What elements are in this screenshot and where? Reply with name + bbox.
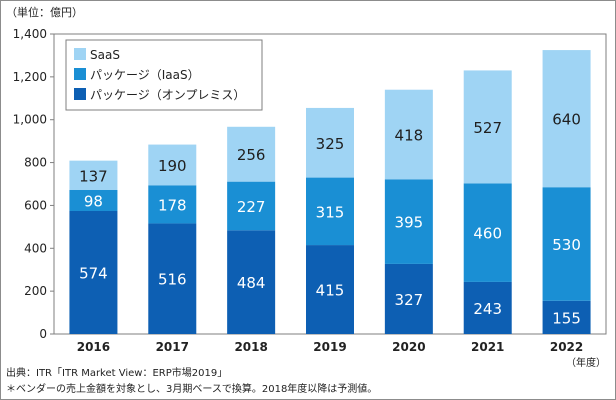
source-note: 出典：ITR「ITR Market View：ERP市場2019」 [6,368,228,379]
y-tick-label: 0 [39,327,47,341]
legend-label: SaaS [90,48,120,62]
bar-segment [69,190,118,211]
bar-segment [384,89,433,180]
y-tick-label: 600 [24,198,47,212]
x-tick-label: 2016 [77,340,110,354]
bar-segment [69,211,118,334]
data-label: 325 [316,135,345,153]
data-label: 395 [395,214,424,232]
x-tick-label: 2019 [313,340,346,354]
bar-segment [227,181,276,231]
data-label: 516 [158,271,187,289]
data-label: 243 [473,300,502,318]
legend-label: パッケージ（オンプレミス） [90,88,245,102]
bar-segment [542,300,591,334]
data-label: 227 [237,198,266,216]
bar-segment [463,183,512,282]
bar-segment [463,281,512,334]
y-tick-label: 200 [24,284,47,298]
y-tick-label: 400 [24,241,47,255]
data-label: 640 [552,111,581,129]
data-label: 315 [316,203,345,221]
data-label: 574 [79,265,108,283]
bar-segment [227,230,276,334]
x-tick-label: 2020 [392,340,425,354]
bar-segment [542,50,591,188]
data-label: 155 [552,309,581,327]
x-tick-label: 2017 [156,340,189,354]
legend-box [65,39,263,111]
bar-segment [542,187,591,301]
bar-segment [69,160,118,190]
data-label: 137 [79,167,108,185]
bar-segment [463,70,512,184]
bar-segment [306,107,354,178]
data-label: 484 [237,274,266,292]
bar-segment [306,245,354,334]
data-label: 327 [395,291,424,309]
bar-segment [148,144,197,186]
bar-segment [384,179,433,264]
bar-segment [306,177,354,246]
data-label: 460 [473,225,502,243]
bar-segment [148,223,197,334]
x-unit-label: （年度） [566,358,606,369]
data-label: 190 [158,157,187,175]
data-label: 415 [316,282,345,300]
bar-segment [384,263,433,334]
legend-label: パッケージ（IaaS） [90,68,200,82]
data-label: 98 [84,193,103,211]
y-tick-label: 1,000 [13,113,47,127]
legend-swatch [74,48,86,60]
y-tick-label: 1,400 [13,27,47,41]
legend-swatch [74,88,86,100]
y-tick-label: 1,200 [13,70,47,84]
y-tick-label: 800 [24,156,47,170]
bar-segment [227,126,276,182]
data-label: 418 [395,127,424,145]
data-label: 256 [237,146,266,164]
x-tick-label: 2018 [234,340,267,354]
bar-segment [148,185,197,224]
unit-label: （単位：億円） [6,6,83,19]
data-label: 178 [158,196,187,214]
data-label: 530 [552,236,581,254]
data-label: 527 [473,119,502,137]
x-tick-label: 2022 [550,340,583,354]
legend-swatch [74,68,86,80]
footnote: ＊ベンダーの売上金額を対象とし、3月期ベースで換算。2018年度以降は予測値。 [6,384,378,395]
x-tick-label: 2021 [471,340,504,354]
